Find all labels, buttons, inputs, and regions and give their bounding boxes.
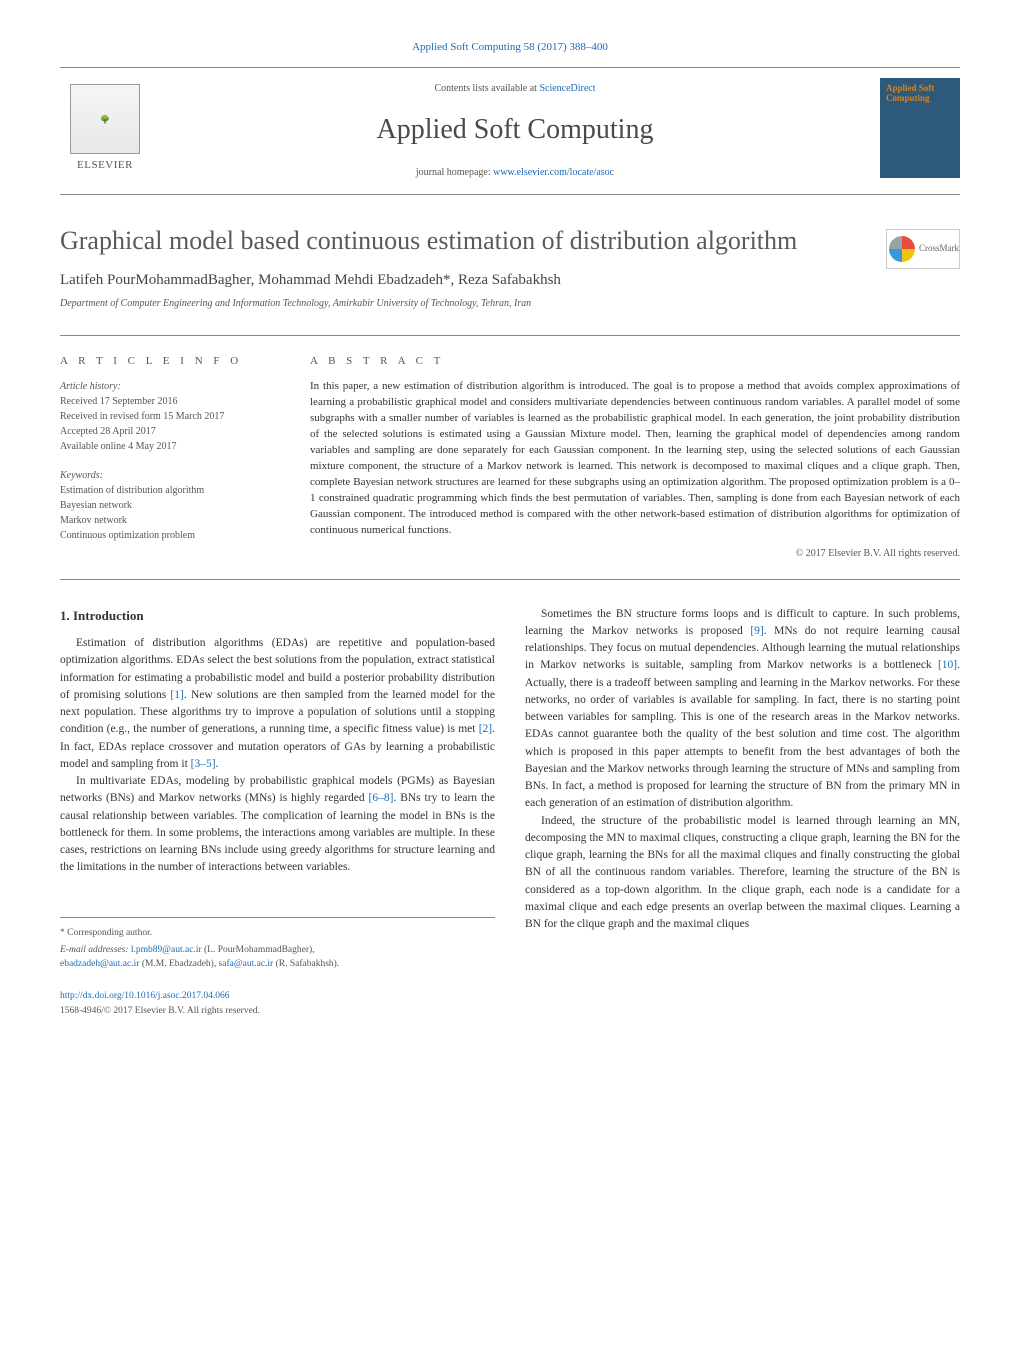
journal-title: Applied Soft Computing — [160, 110, 870, 149]
footer-block: * Corresponding author. E-mail addresses… — [60, 917, 495, 1018]
corresponding-author: * Corresponding author. — [60, 926, 495, 940]
homepage-line: journal homepage: www.elsevier.com/locat… — [160, 166, 870, 180]
citation-link[interactable]: Applied Soft Computing 58 (2017) 388–400 — [412, 41, 608, 53]
homepage-prefix: journal homepage: — [416, 167, 493, 178]
keyword-2: Bayesian network — [60, 498, 280, 513]
affiliation: Department of Computer Engineering and I… — [60, 297, 960, 311]
homepage-link[interactable]: www.elsevier.com/locate/asoc — [493, 167, 614, 178]
section-heading: 1. Introduction — [60, 606, 495, 626]
keywords-label: Keywords: — [60, 468, 280, 483]
email-line: E-mail addresses: l.pmb89@aut.ac.ir (L. … — [60, 943, 495, 972]
authors-line: Latifeh PourMohammadBagher, Mohammad Meh… — [60, 270, 960, 291]
email-name-2: (M.M. Ebadzadeh), — [139, 959, 218, 969]
article-info-label: a r t i c l e i n f o — [60, 354, 280, 369]
keywords-block: Keywords: Estimation of distribution alg… — [60, 468, 280, 543]
email-label: E-mail addresses: — [60, 945, 131, 955]
crossmark-icon — [889, 236, 915, 262]
received-date: Received 17 September 2016 — [60, 394, 280, 409]
email-name-3: (R. Safabakhsh). — [273, 959, 339, 969]
article-title: Graphical model based continuous estimat… — [60, 225, 840, 256]
body-paragraph: Sometimes the BN structure forms loops a… — [525, 606, 960, 813]
body-column-right: Sometimes the BN structure forms loops a… — [525, 606, 960, 1018]
body-paragraph: Estimation of distribution algorithms (E… — [60, 635, 495, 773]
abstract-text: In this paper, a new estimation of distr… — [310, 379, 960, 538]
journal-cover-thumbnail: Applied Soft Computing — [880, 78, 960, 178]
journal-header: 🌳 ELSEVIER Contents lists available at S… — [60, 67, 960, 194]
keyword-4: Continuous optimization problem — [60, 528, 280, 543]
sciencedirect-link[interactable]: ScienceDirect — [539, 83, 595, 94]
crossmark-badge[interactable]: CrossMark — [886, 229, 960, 269]
body-paragraph: Indeed, the structure of the probabilist… — [525, 813, 960, 934]
body-columns: 1. Introduction Estimation of distributi… — [60, 606, 960, 1018]
online-date: Available online 4 May 2017 — [60, 439, 280, 454]
keyword-1: Estimation of distribution algorithm — [60, 483, 280, 498]
abstract-label: a b s t r a c t — [310, 354, 960, 369]
header-citation: Applied Soft Computing 58 (2017) 388–400 — [60, 40, 960, 55]
elsevier-tree-icon: 🌳 — [70, 84, 140, 154]
email-link-2[interactable]: ebadzadeh@aut.ac.ir — [60, 959, 139, 969]
doi-block: http://dx.doi.org/10.1016/j.asoc.2017.04… — [60, 989, 495, 1018]
abstract-copyright: © 2017 Elsevier B.V. All rights reserved… — [310, 547, 960, 561]
info-abstract-row: a r t i c l e i n f o Article history: R… — [60, 335, 960, 580]
journal-center: Contents lists available at ScienceDirec… — [150, 78, 880, 183]
history-label: Article history: — [60, 379, 280, 394]
abstract-column: a b s t r a c t In this paper, a new est… — [310, 354, 960, 561]
doi-link[interactable]: http://dx.doi.org/10.1016/j.asoc.2017.04… — [60, 991, 230, 1001]
article-info-column: a r t i c l e i n f o Article history: R… — [60, 354, 280, 561]
publisher-logo: 🌳 ELSEVIER — [60, 78, 150, 173]
email-name-1: (L. PourMohammadBagher), — [202, 945, 315, 955]
crossmark-label: CrossMark — [919, 242, 959, 255]
accepted-date: Accepted 28 April 2017 — [60, 424, 280, 439]
keyword-3: Markov network — [60, 513, 280, 528]
contents-prefix: Contents lists available at — [434, 83, 539, 94]
email-link-1[interactable]: l.pmb89@aut.ac.ir — [131, 945, 202, 955]
article-header: CrossMark Graphical model based continuo… — [60, 225, 960, 311]
email-link-3[interactable]: safa@aut.ac.ir — [219, 959, 274, 969]
contents-line: Contents lists available at ScienceDirec… — [160, 82, 870, 96]
article-history: Article history: Received 17 September 2… — [60, 379, 280, 454]
body-column-left: 1. Introduction Estimation of distributi… — [60, 606, 495, 1018]
revised-date: Received in revised form 15 March 2017 — [60, 409, 280, 424]
issn-line: 1568-4946/© 2017 Elsevier B.V. All right… — [60, 1004, 495, 1018]
cover-text: Applied Soft Computing — [886, 84, 954, 104]
publisher-name: ELSEVIER — [77, 158, 133, 173]
body-paragraph: In multivariate EDAs, modeling by probab… — [60, 773, 495, 877]
